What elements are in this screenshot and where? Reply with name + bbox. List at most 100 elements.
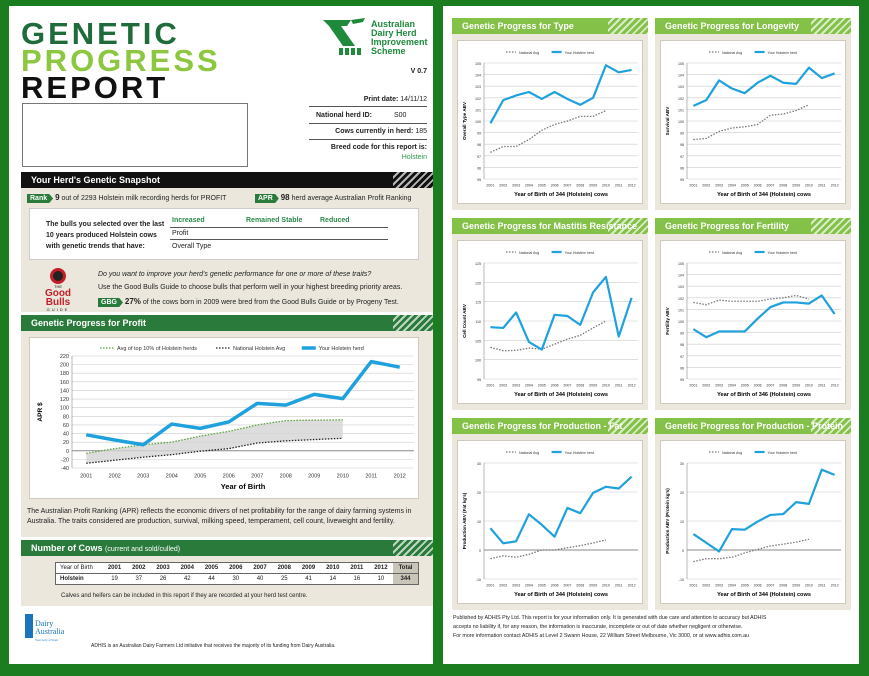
rank-line: Rank 9 out of 2293 Holstein milk recordi… xyxy=(27,193,226,203)
x-axis-label: Year of Birth xyxy=(221,482,266,491)
legend-label: National Avg xyxy=(722,451,742,455)
x-tick-label: 2006 xyxy=(551,584,559,588)
x-tick-label: 2009 xyxy=(308,474,320,480)
x-axis-label: Year of Birth of 344 (Holstein) cows xyxy=(717,592,811,598)
x-tick-label: 2012 xyxy=(628,184,636,188)
profit-header: Genetic Progress for Profit xyxy=(21,315,433,331)
x-tick-label: 2002 xyxy=(702,584,710,588)
x-tick-label: 2002 xyxy=(499,384,507,388)
rank-value: 9 xyxy=(55,193,60,202)
logo-australia: Australia xyxy=(35,627,65,636)
legend-label: National Avg xyxy=(519,51,539,55)
x-tick-label: 2009 xyxy=(589,384,597,388)
y-tick-label: 97 xyxy=(680,355,684,359)
y-tick-label: 105 xyxy=(678,62,684,66)
y-tick-label: 98 xyxy=(680,343,684,347)
divider xyxy=(170,239,388,240)
title-progress: PROGRESS xyxy=(21,43,221,78)
apr-note: The Australian Profit Ranking (APR) refl… xyxy=(27,508,412,525)
x-tick-label: 2001 xyxy=(486,584,494,588)
y-tick-label: 60 xyxy=(63,423,69,429)
org-line4: Scheme xyxy=(371,46,406,56)
chart-box: 95 96 97 98 99 100 101 102 103 104 105 2001 2002 2003… xyxy=(660,240,846,404)
count-cell: 19 xyxy=(102,573,127,585)
y-tick-label: 95 xyxy=(680,378,684,382)
x-tick-label: 2003 xyxy=(512,584,520,588)
y-tick-label: 125 xyxy=(475,262,481,266)
chart-panel: Genetic Progress for Fertility 95 96 97 98 99… xyxy=(655,218,851,410)
chart-box: 95 96 97 98 99 100 101 102 103 104 105 2001 2002 2003… xyxy=(660,40,846,204)
org-line3: Improvement xyxy=(371,37,428,47)
trait-chart: -10 0 10 20 30 2001 2002 2003 2004 2005 2006 2007 20… xyxy=(462,450,638,598)
cows-title: Number of Cows xyxy=(31,543,103,553)
y-tick-label: 0 xyxy=(479,549,481,553)
legend-label: Your Holstein herd xyxy=(565,251,594,255)
y-tick-label: 103 xyxy=(678,285,684,289)
x-tick-label: 2004 xyxy=(525,184,533,188)
y-tick-label: 96 xyxy=(477,166,481,170)
cows-table: Year of Birth 2001 2002 2003 2004 2005 2006 200… xyxy=(55,562,419,585)
col-increased: Increased xyxy=(172,217,205,224)
series-line-herd xyxy=(692,294,836,339)
disclaimer-line3: For more information contact ADHIS at Le… xyxy=(453,633,750,639)
x-tick-label: 2012 xyxy=(628,584,636,588)
y-tick-label: 120 xyxy=(475,281,481,285)
y-tick-label: 99 xyxy=(680,132,684,136)
question: Do you want to improve your herd's genet… xyxy=(98,271,372,278)
year-header: 2012 xyxy=(368,562,394,574)
x-tick-label: 2012 xyxy=(831,184,839,188)
y-tick-label: 100 xyxy=(678,320,684,324)
disclaimer-line2: accepts no liability if, for any reason,… xyxy=(453,624,743,630)
y-tick-label: 96 xyxy=(680,166,684,170)
y-tick-label: 40 xyxy=(63,432,69,438)
y-tick-label: 95 xyxy=(477,178,481,182)
y-tick-label: 0 xyxy=(66,449,69,455)
y-tick-label: 103 xyxy=(475,85,481,89)
series-line-herd xyxy=(692,468,835,553)
y-tick-label: 80 xyxy=(63,414,69,420)
x-tick-label: 2002 xyxy=(499,584,507,588)
advice: Use the Good Bulls Guide to choose bulls… xyxy=(98,284,403,291)
y-tick-label: 105 xyxy=(678,262,684,266)
org-line2: Dairy Herd xyxy=(371,28,417,38)
x-tick-label: 2002 xyxy=(499,184,507,188)
series-line-average xyxy=(490,320,607,352)
x-tick-label: 2004 xyxy=(728,384,736,388)
x-tick-label: 2001 xyxy=(689,184,697,188)
y-tick-label: 99 xyxy=(477,132,481,136)
chart-panel: Genetic Progress for Mastitis Resistance… xyxy=(452,218,648,410)
bull-head-icon xyxy=(50,268,66,284)
gbg-logo-text: Good Bulls xyxy=(44,288,72,308)
trait-chart: -10 0 10 20 30 2001 2002 2003 2004 2005 2006 2007 20… xyxy=(665,450,841,598)
x-tick-label: 2003 xyxy=(512,184,520,188)
x-tick-label: 2008 xyxy=(576,584,584,588)
y-tick-label: 101 xyxy=(475,108,481,112)
herd-id-value: S00 xyxy=(394,112,407,119)
x-tick-label: 2003 xyxy=(512,384,520,388)
x-tick-label: 2005 xyxy=(538,584,546,588)
gbg-logo-guide: GUIDE xyxy=(46,307,70,312)
x-tick-label: 2004 xyxy=(525,584,533,588)
print-date-label: Print date: xyxy=(363,96,399,103)
trait-chart: 95 100 105 110 115 120 125 2001 2002 2003 2004 2005… xyxy=(462,250,638,398)
x-axis-label: Year of Birth of 344 (Holstein) cows xyxy=(514,392,608,398)
chart-panel-header: Genetic Progress for Mastitis Resistance xyxy=(452,218,648,234)
legend-label: Your Holstein herd xyxy=(768,451,797,455)
x-tick-label: 2006 xyxy=(223,474,235,480)
y-tick-label: 95 xyxy=(477,378,481,382)
y-tick-label: 95 xyxy=(680,178,684,182)
profit-section: Genetic Progress for Profit -40 -20 0 20 40 6… xyxy=(21,315,433,537)
chart-panel-header: Genetic Progress for Fertility xyxy=(655,218,851,234)
x-tick-label: 2009 xyxy=(589,584,597,588)
bulls-text: The bulls you selected over the last 10 … xyxy=(46,221,165,250)
x-tick-label: 2011 xyxy=(818,184,826,188)
profit-chart-box: -40 -20 0 20 40 60 80 100 120 140 160 180 200 220 2001… xyxy=(29,337,419,499)
gbg-text: of the cows born in 2009 were bred from … xyxy=(142,299,399,306)
y-tick-label: 102 xyxy=(678,97,684,101)
year-header: 2010 xyxy=(320,562,345,574)
count-cell: 44 xyxy=(199,573,224,585)
count-cell: 25 xyxy=(272,573,297,585)
count-cell: 40 xyxy=(247,573,273,585)
chart-box: -10 0 10 20 30 2001 2002 2003 2004 2005 2006 2007 20… xyxy=(660,440,846,604)
y-axis-label: Overall Type ABV xyxy=(462,101,467,140)
